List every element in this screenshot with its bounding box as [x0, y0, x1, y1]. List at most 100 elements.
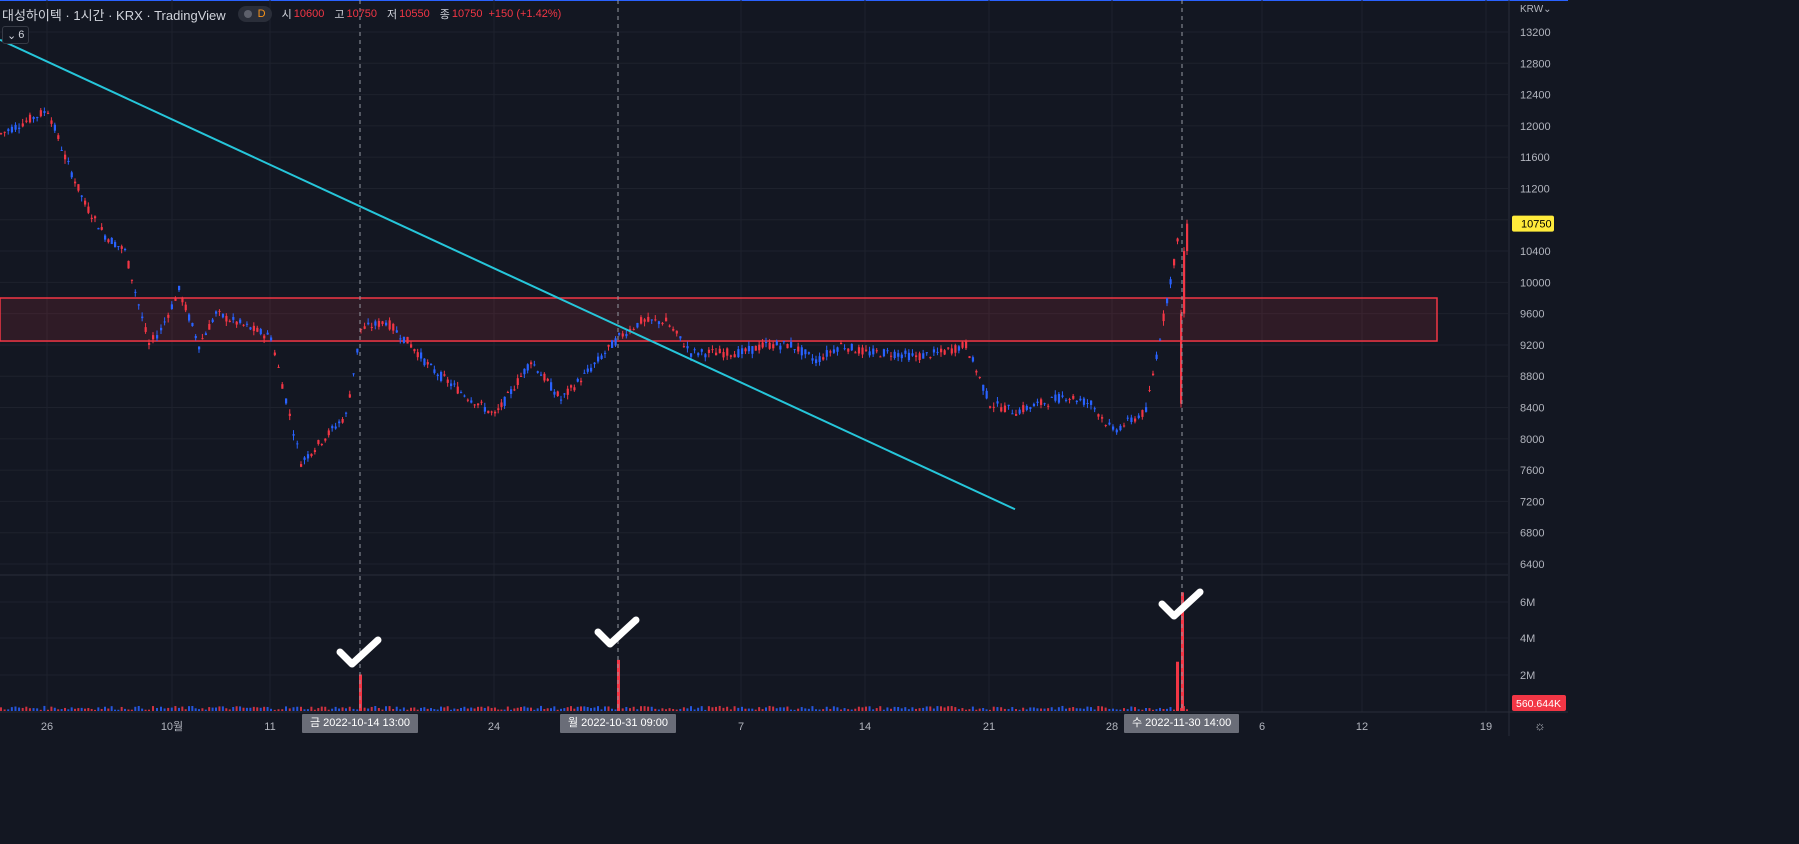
candle-body [423, 358, 426, 366]
volume-bar [747, 708, 750, 711]
candle-body [922, 353, 925, 359]
candle-body [1162, 313, 1165, 322]
candle-body [341, 418, 344, 423]
volume-bar [324, 706, 327, 711]
volume-bar [423, 707, 426, 711]
candle-body [360, 328, 363, 330]
volume-bar [446, 706, 449, 711]
candle-body [1018, 409, 1021, 414]
candle-body [363, 326, 366, 329]
candle-body [868, 351, 871, 356]
time-tick-label: 10월 [161, 720, 183, 733]
volume-bar [385, 706, 387, 711]
candle-body [861, 347, 864, 355]
checkmark-icon [1158, 588, 1204, 620]
volume-bar [352, 708, 355, 711]
volume-bar [263, 706, 266, 711]
volume-bar [191, 706, 194, 711]
volume-bar [198, 709, 200, 711]
volume-tick-label: 4M [1520, 633, 1535, 645]
candle-body [872, 348, 875, 355]
volume-bar [900, 708, 903, 711]
candle-body [456, 386, 459, 394]
volume-bar [614, 709, 617, 711]
candle-body [430, 364, 433, 366]
volume-layer [0, 592, 1188, 711]
last-price-badge [1512, 215, 1554, 232]
time-tick-label: 14 [859, 721, 871, 733]
volume-bar [1104, 707, 1107, 711]
chart-canvas[interactable]: 13200 12800 12400 12000 11600 11200 10400 10000… [0, 0, 1568, 736]
candle-body [331, 426, 334, 429]
volume-bar [822, 709, 825, 711]
volume-bar [654, 708, 657, 711]
volume-bar [317, 708, 320, 711]
time-tick-label: 11 [264, 721, 275, 733]
volume-bar [540, 705, 542, 711]
candle-body [334, 426, 337, 429]
volume-bar [665, 709, 667, 711]
volume-bar [194, 708, 197, 711]
volume-bar [395, 706, 398, 711]
candle-body [225, 315, 228, 322]
candle-body [807, 352, 811, 354]
volume-bar [242, 707, 245, 711]
candle-body [443, 374, 446, 376]
volume-bar [607, 706, 610, 711]
candle-body [523, 368, 526, 375]
volume-bar [761, 709, 764, 711]
time-tick-label: 7 [738, 721, 744, 733]
price-tick-label: 6400 [1520, 559, 1544, 571]
candle-body [614, 338, 617, 346]
candle-body [107, 239, 110, 243]
candle-body [494, 411, 497, 414]
candle-body [1022, 405, 1025, 413]
interval-pill[interactable]: D [237, 6, 272, 22]
candle-body [124, 249, 127, 251]
candle-body [621, 333, 624, 337]
volume-bar [416, 709, 419, 711]
volume-bar [381, 709, 384, 711]
volume-bar [208, 707, 211, 711]
candle-body [1061, 395, 1064, 397]
volume-bar [80, 707, 83, 711]
candle-body [204, 333, 207, 336]
volume-bar [940, 706, 942, 711]
candle-body [1115, 429, 1118, 433]
volume-bar [410, 707, 412, 711]
candle-body [590, 367, 593, 372]
volume-bar [700, 706, 703, 711]
candle-body [43, 111, 46, 113]
volume-bar [804, 708, 807, 711]
volume-bar [124, 708, 126, 711]
candle-body [194, 335, 197, 339]
settings-gear-icon[interactable]: ☼ [1534, 718, 1546, 733]
volume-bar [483, 707, 486, 711]
volume-bar [249, 707, 252, 711]
candle-body [900, 354, 903, 359]
volume-bar [270, 708, 272, 711]
price-tick-label: 7200 [1520, 496, 1544, 508]
candle-body [36, 117, 39, 119]
indicators-toggle-button[interactable]: ⌄ 6 [2, 26, 30, 44]
volume-bar [790, 709, 792, 711]
candle-body [446, 379, 449, 383]
volume-bar [60, 709, 63, 711]
candle-body [665, 317, 668, 322]
candle-body [530, 362, 533, 365]
currency-selector[interactable]: KRW⌄ [1520, 4, 1552, 15]
candle-body [950, 348, 953, 354]
time-tick-label: 21 [983, 721, 995, 733]
volume-bar [950, 706, 953, 711]
candle-body [804, 349, 807, 355]
candle-body [897, 353, 900, 357]
volume-bar [982, 708, 985, 711]
volume-bar [751, 708, 754, 711]
candle-body [825, 350, 828, 357]
volume-bar [14, 706, 17, 711]
volume-bar [971, 706, 974, 711]
candle-body [100, 227, 103, 230]
volume-bar [786, 706, 789, 711]
candle-body [252, 325, 256, 331]
volume-bar [657, 709, 660, 711]
